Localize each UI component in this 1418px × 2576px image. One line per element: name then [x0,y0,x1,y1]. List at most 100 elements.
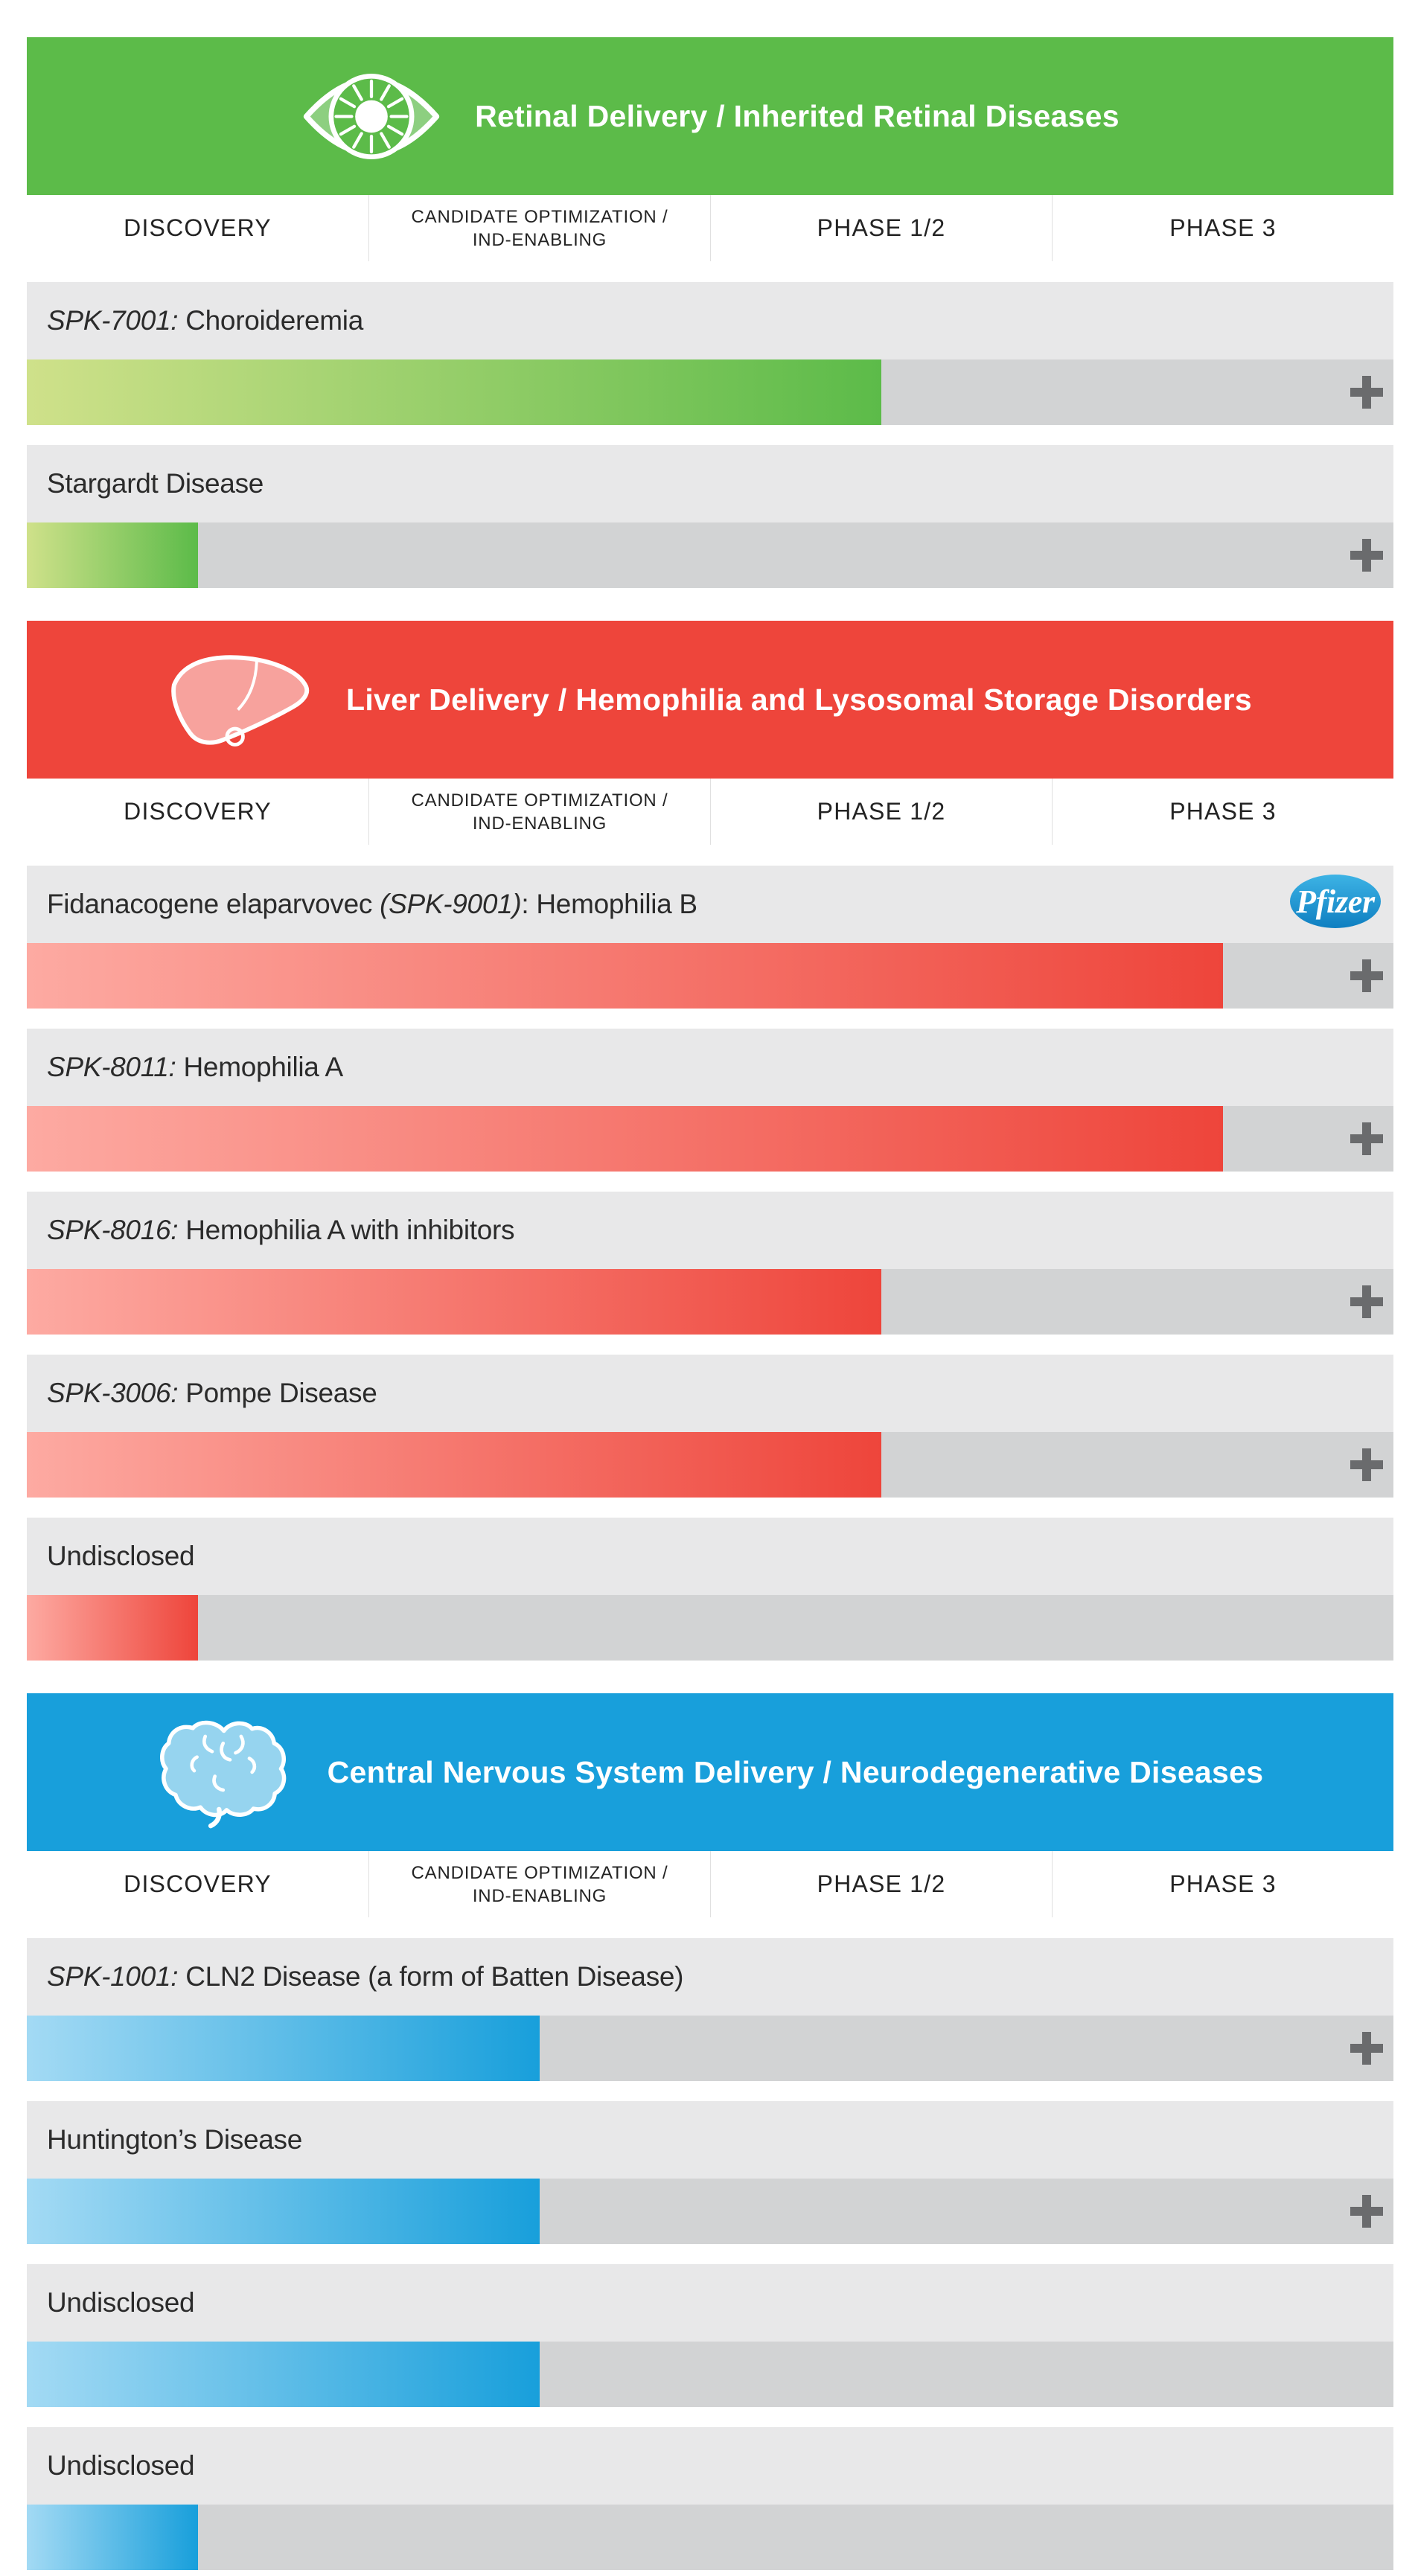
column-label: DISCOVERY [124,214,272,241]
liver-phase-columns: DISCOVERY CANDIDATE OPTIMIZATION / IND-E… [27,779,1393,845]
program-row-liver-undisclosed: Undisclosed [27,1518,1393,1661]
progress-bar [27,2179,540,2244]
retinal-section-header: Retinal Delivery / Inherited Retinal Dis… [27,37,1393,195]
expand-plus-icon[interactable] [1350,2032,1383,2065]
column-label: CANDIDATE OPTIMIZATION / [411,790,668,811]
expand-plus-icon[interactable] [1350,1122,1383,1155]
program-label: Stargardt Disease [27,445,1393,522]
progress-track [27,522,1393,588]
column-label: PHASE 1/2 [817,1870,946,1897]
section-cns: Central Nervous System Delivery / Neurod… [27,1693,1393,2570]
column-discovery: DISCOVERY [27,195,368,261]
program-label: Fidanacogene elaparvovec (SPK-9001): Hem… [27,866,1393,943]
column-label: DISCOVERY [124,1870,272,1897]
column-label: DISCOVERY [124,798,272,825]
progress-track [27,1432,1393,1498]
section-retinal: Retinal Delivery / Inherited Retinal Dis… [27,37,1393,588]
expand-plus-icon[interactable] [1350,1448,1383,1481]
progress-bar [27,1432,881,1498]
progress-bar [27,2505,198,2570]
cns-section-header: Central Nervous System Delivery / Neurod… [27,1693,1393,1851]
cns-section-title: Central Nervous System Delivery / Neurod… [327,1754,1264,1789]
program-row-cns-undisclosed-1: Undisclosed [27,2264,1393,2407]
program-row-stargardt: Stargardt Disease [27,445,1393,588]
progress-track [27,1595,1393,1661]
column-candidate-optimization: CANDIDATE OPTIMIZATION / IND-ENABLING [368,779,710,845]
column-label: IND-ENABLING [472,229,607,250]
progress-bar [27,2342,540,2407]
section-liver: Liver Delivery / Hemophilia and Lysosoma… [27,621,1393,1661]
liver-icon [168,651,313,748]
program-row-huntingtons: Huntington’s Disease [27,2101,1393,2244]
program-label: Undisclosed [27,1518,1393,1595]
column-discovery: DISCOVERY [27,779,368,845]
expand-plus-icon[interactable] [1350,959,1383,992]
program-row-spk3006: SPK-3006: Pompe Disease [27,1355,1393,1498]
progress-bar [27,1106,1223,1172]
expand-plus-icon[interactable] [1350,1285,1383,1318]
program-label: Undisclosed [27,2427,1393,2505]
program-name: SPK-8011: Hemophilia A [47,1052,343,1082]
column-phase-1-2: PHASE 1/2 [710,779,1052,845]
column-label: PHASE 3 [1169,798,1277,825]
expand-plus-icon[interactable] [1350,539,1383,572]
progress-track [27,1106,1393,1172]
column-label: CANDIDATE OPTIMIZATION / [411,1862,668,1883]
program-name: SPK-3006: Pompe Disease [47,1378,377,1408]
column-candidate-optimization: CANDIDATE OPTIMIZATION / IND-ENABLING [368,195,710,261]
column-label: PHASE 1/2 [817,214,946,241]
progress-bar [27,943,1223,1009]
progress-bar [27,2016,540,2081]
progress-track [27,1269,1393,1335]
progress-track [27,2179,1393,2244]
program-label: Huntington’s Disease [27,2101,1393,2179]
column-label: PHASE 1/2 [817,798,946,825]
column-label: IND-ENABLING [472,1885,607,1906]
program-label: SPK-1001: CLN2 Disease (a form of Batten… [27,1938,1393,2016]
progress-bar [27,1269,881,1335]
program-label: SPK-8011: Hemophilia A [27,1029,1393,1106]
expand-plus-icon[interactable] [1350,376,1383,409]
expand-plus-icon[interactable] [1350,2195,1383,2228]
program-name: SPK-8016: Hemophilia A with inhibitors [47,1215,515,1245]
column-phase-1-2: PHASE 1/2 [710,195,1052,261]
column-candidate-optimization: CANDIDATE OPTIMIZATION / IND-ENABLING [368,1851,710,1917]
progress-track [27,359,1393,425]
program-name: Undisclosed [47,1541,195,1571]
pipeline-content: Retinal Delivery / Inherited Retinal Dis… [27,37,1393,2570]
column-phase-3: PHASE 3 [1052,1851,1393,1917]
liver-section-header: Liver Delivery / Hemophilia and Lysosoma… [27,621,1393,779]
program-name: SPK-7001: Choroideremia [47,305,363,336]
program-row-spk9001: Fidanacogene elaparvovec (SPK-9001): Hem… [27,866,1393,1009]
progress-track [27,2505,1393,2570]
progress-track [27,2342,1393,2407]
program-row-spk8016: SPK-8016: Hemophilia A with inhibitors [27,1192,1393,1335]
column-label: PHASE 3 [1169,1870,1277,1897]
brain-icon [157,1716,295,1829]
program-row-cns-undisclosed-2: Undisclosed [27,2427,1393,2570]
program-name: Fidanacogene elaparvovec (SPK-9001): Hem… [47,889,697,919]
retinal-phase-columns: DISCOVERY CANDIDATE OPTIMIZATION / IND-E… [27,195,1393,261]
program-label: SPK-3006: Pompe Disease [27,1355,1393,1432]
program-name: Undisclosed [47,2450,195,2481]
program-name: SPK-1001: CLN2 Disease (a form of Batten… [47,1961,684,1992]
program-label: Undisclosed [27,2264,1393,2342]
program-name: Undisclosed [47,2287,195,2318]
column-label: IND-ENABLING [472,813,607,834]
pfizer-logo: Pfizer [1288,873,1382,936]
column-label: PHASE 3 [1169,214,1277,241]
liver-section-title: Liver Delivery / Hemophilia and Lysosoma… [346,682,1252,717]
progress-track [27,2016,1393,2081]
progress-bar [27,1595,198,1661]
column-discovery: DISCOVERY [27,1851,368,1917]
program-name: Stargardt Disease [47,468,264,499]
column-phase-3: PHASE 3 [1052,779,1393,845]
progress-bar [27,359,881,425]
retinal-section-title: Retinal Delivery / Inherited Retinal Dis… [475,98,1120,133]
program-name: Huntington’s Disease [47,2124,302,2155]
progress-bar [27,522,198,588]
program-row-spk1001: SPK-1001: CLN2 Disease (a form of Batten… [27,1938,1393,2081]
eye-icon [301,67,442,166]
cns-phase-columns: DISCOVERY CANDIDATE OPTIMIZATION / IND-E… [27,1851,1393,1917]
